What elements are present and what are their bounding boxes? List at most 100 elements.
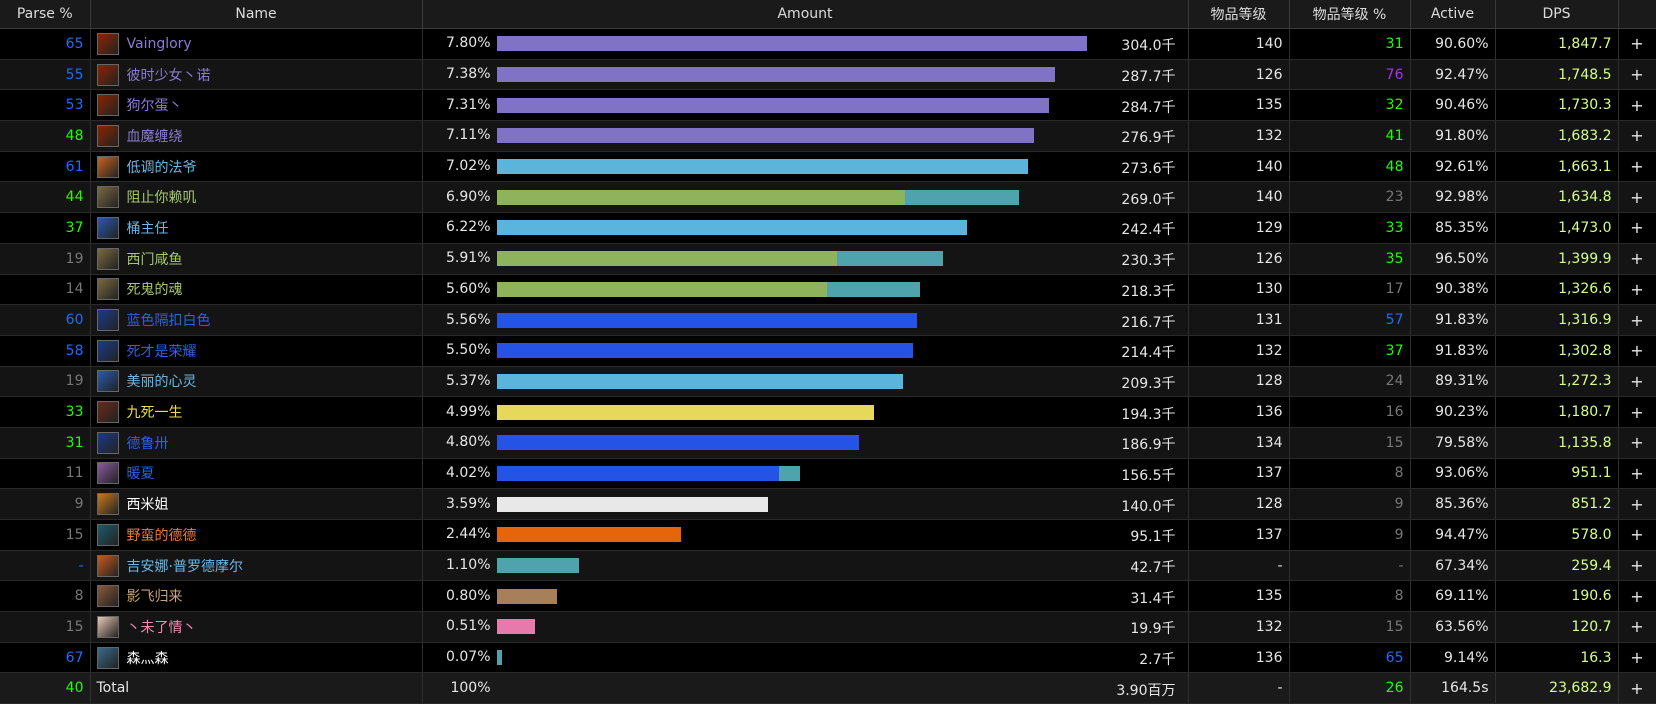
player-name-cell[interactable]: 血魔缠绕: [90, 120, 423, 152]
player-name[interactable]: 影飞归来: [126, 589, 183, 606]
player-row[interactable]: 8 影飞归来 0.80% 31.4千 135 8 69.11% 190.6 +: [0, 580, 1656, 613]
expand-button[interactable]: +: [1618, 335, 1656, 367]
player-row[interactable]: 44 阻止你赖叽 6.90% 269.0千 140 23 92.98% 1,634.8 +: [0, 181, 1656, 214]
player-name-cell[interactable]: 阻止你赖叽: [90, 181, 423, 214]
player-row[interactable]: 53 狗尔蛋丶 7.31% 284.7千 135 32 90.46% 1,730.3 +: [0, 89, 1656, 122]
player-name[interactable]: 彼时少女丶诺: [126, 67, 211, 84]
player-name-cell[interactable]: 九死一生: [90, 396, 423, 428]
header-amount[interactable]: Amount: [422, 0, 1189, 29]
player-name[interactable]: 德鲁卅: [126, 435, 169, 452]
player-name[interactable]: Vainglory: [126, 35, 192, 52]
expand-button[interactable]: +: [1618, 89, 1656, 122]
expand-button[interactable]: +: [1618, 550, 1656, 582]
player-name-cell[interactable]: 丶未了情丶: [90, 611, 423, 643]
header-parse[interactable]: Parse %: [0, 0, 91, 29]
player-name-cell[interactable]: 影飞归来: [90, 580, 423, 613]
player-name[interactable]: 死才是荣耀: [126, 343, 197, 360]
amount-cell: 7.80% 304.0千: [422, 28, 1189, 60]
player-name-cell[interactable]: 德鲁卅: [90, 427, 423, 459]
player-name-cell[interactable]: 森灬森: [90, 642, 423, 674]
player-row[interactable]: 14 死鬼的魂 5.60% 218.3千 130 17 90.38% 1,326.6 +: [0, 274, 1656, 306]
amount-percent: 4.80%: [446, 434, 491, 451]
player-name[interactable]: 死鬼的魂: [126, 282, 183, 299]
expand-button[interactable]: +: [1618, 212, 1656, 244]
player-name[interactable]: 西米姐: [126, 497, 169, 514]
player-name[interactable]: 九死一生: [126, 405, 183, 422]
expand-button[interactable]: +: [1618, 28, 1656, 60]
player-name-cell[interactable]: 彼时少女丶诺: [90, 59, 423, 91]
player-row[interactable]: 61 低调的法爷 7.02% 273.6千 140 48 92.61% 1,663.1 +: [0, 151, 1656, 183]
player-name[interactable]: 血魔缠绕: [126, 128, 183, 145]
header-ilvl-pct[interactable]: 物品等级 %: [1289, 0, 1411, 29]
expand-button[interactable]: +: [1618, 120, 1656, 152]
expand-button[interactable]: +: [1618, 427, 1656, 459]
player-row[interactable]: 9 西米姐 3.59% 140.0千 128 9 85.36% 851.2 +: [0, 488, 1656, 520]
player-name-cell[interactable]: 西门咸鱼: [90, 243, 423, 275]
expand-button[interactable]: +: [1618, 151, 1656, 183]
player-row[interactable]: 55 彼时少女丶诺 7.38% 287.7千 126 76 92.47% 1,748.5 +: [0, 59, 1656, 91]
player-name-cell[interactable]: 美丽的心灵: [90, 366, 423, 398]
player-name-cell[interactable]: 死鬼的魂: [90, 274, 423, 306]
player-name-cell[interactable]: 吉安娜·普罗德摩尔: [90, 550, 423, 582]
player-name-cell[interactable]: 狗尔蛋丶: [90, 89, 423, 122]
player-row[interactable]: 19 西门咸鱼 5.91% 230.3千 126 35 96.50% 1,399.9 +: [0, 243, 1656, 275]
player-row[interactable]: 37 桶主任 6.22% 242.4千 129 33 85.35% 1,473.0 +: [0, 212, 1656, 244]
expand-button[interactable]: +: [1618, 458, 1656, 490]
expand-button[interactable]: +: [1618, 642, 1656, 674]
player-name[interactable]: 西门咸鱼: [126, 251, 183, 268]
player-row[interactable]: 15 丶未了情丶 0.51% 19.9千 132 15 63.56% 120.7 +: [0, 611, 1656, 643]
player-row[interactable]: 67 森灬森 0.07% 2.7千 136 65 9.14% 16.3 +: [0, 642, 1656, 674]
header-ilvl[interactable]: 物品等级: [1188, 0, 1290, 29]
amount-value: 186.9千: [1121, 437, 1176, 454]
player-row[interactable]: 48 血魔缠绕 7.11% 276.9千 132 41 91.80% 1,683.2 +: [0, 120, 1656, 152]
player-name[interactable]: 吉安娜·普罗德摩尔: [126, 558, 243, 575]
active-percent: 90.38%: [1410, 274, 1496, 306]
player-row[interactable]: - 吉安娜·普罗德摩尔 1.10% 42.7千 - -67.34% 259.4 +: [0, 550, 1656, 582]
class-spec-icon: [96, 646, 119, 669]
expand-button[interactable]: +: [1618, 519, 1656, 551]
class-spec-icon: [96, 493, 119, 516]
expand-button[interactable]: +: [1618, 181, 1656, 214]
player-name[interactable]: 野蛮的德德: [126, 527, 197, 544]
player-name-cell[interactable]: 低调的法爷: [90, 151, 423, 183]
player-name[interactable]: 森灬森: [126, 650, 169, 667]
expand-button[interactable]: +: [1618, 488, 1656, 520]
header-name[interactable]: Name: [90, 0, 423, 29]
class-spec-icon: [96, 124, 119, 147]
expand-button[interactable]: +: [1618, 396, 1656, 428]
player-name[interactable]: 桶主任: [126, 220, 169, 237]
player-name-cell[interactable]: 野蛮的德德: [90, 519, 423, 551]
player-row[interactable]: 60 蓝色隔扣白色 5.56% 216.7千 131 57 91.83% 1,316.9 +: [0, 304, 1656, 336]
player-row[interactable]: 31 德鲁卅 4.80% 186.9千 134 15 79.58% 1,135.8 +: [0, 427, 1656, 459]
player-row[interactable]: 65 Vainglory 7.80% 304.0千 140 31 90.60% 1,847.7…: [0, 28, 1656, 60]
expand-button[interactable]: +: [1618, 580, 1656, 613]
player-name[interactable]: 美丽的心灵: [126, 374, 197, 391]
player-row[interactable]: 11 暖夏 4.02% 156.5千 137 8 93.06% 951.1 +: [0, 458, 1656, 490]
expand-button[interactable]: +: [1618, 611, 1656, 643]
player-name[interactable]: 丶未了情丶: [126, 619, 197, 636]
player-name[interactable]: 低调的法爷: [126, 159, 197, 176]
player-name-cell[interactable]: 暖夏: [90, 458, 423, 490]
player-name-cell[interactable]: 桶主任: [90, 212, 423, 244]
header-dps[interactable]: DPS: [1495, 0, 1619, 29]
player-row[interactable]: 33 九死一生 4.99% 194.3千 136 16 90.23% 1,180.7 +: [0, 396, 1656, 428]
player-row[interactable]: 58 死才是荣耀 5.50% 214.4千 132 37 91.83% 1,302.8 +: [0, 335, 1656, 367]
player-name[interactable]: 狗尔蛋丶: [126, 98, 183, 115]
player-name-cell[interactable]: 西米姐: [90, 488, 423, 520]
expand-button[interactable]: +: [1618, 243, 1656, 275]
player-name-cell[interactable]: 蓝色隔扣白色: [90, 304, 423, 336]
player-name[interactable]: 蓝色隔扣白色: [126, 313, 211, 330]
expand-button[interactable]: +: [1618, 59, 1656, 91]
expand-button[interactable]: +: [1618, 274, 1656, 306]
expand-button[interactable]: +: [1618, 366, 1656, 398]
total-expand-button[interactable]: +: [1618, 672, 1656, 704]
header-active[interactable]: Active: [1410, 0, 1496, 29]
player-name[interactable]: 阻止你赖叽: [126, 190, 197, 207]
player-row[interactable]: 19 美丽的心灵 5.37% 209.3千 128 24 89.31% 1,272.3 +: [0, 366, 1656, 398]
player-name-cell[interactable]: Vainglory: [90, 28, 423, 60]
player-name[interactable]: 暖夏: [126, 466, 155, 483]
player-name-cell[interactable]: 死才是荣耀: [90, 335, 423, 367]
player-row[interactable]: 15 野蛮的德德 2.44% 95.1千 137 9 94.47% 578.0 +: [0, 519, 1656, 551]
expand-button[interactable]: +: [1618, 304, 1656, 336]
item-level-percent: 57: [1289, 304, 1411, 336]
